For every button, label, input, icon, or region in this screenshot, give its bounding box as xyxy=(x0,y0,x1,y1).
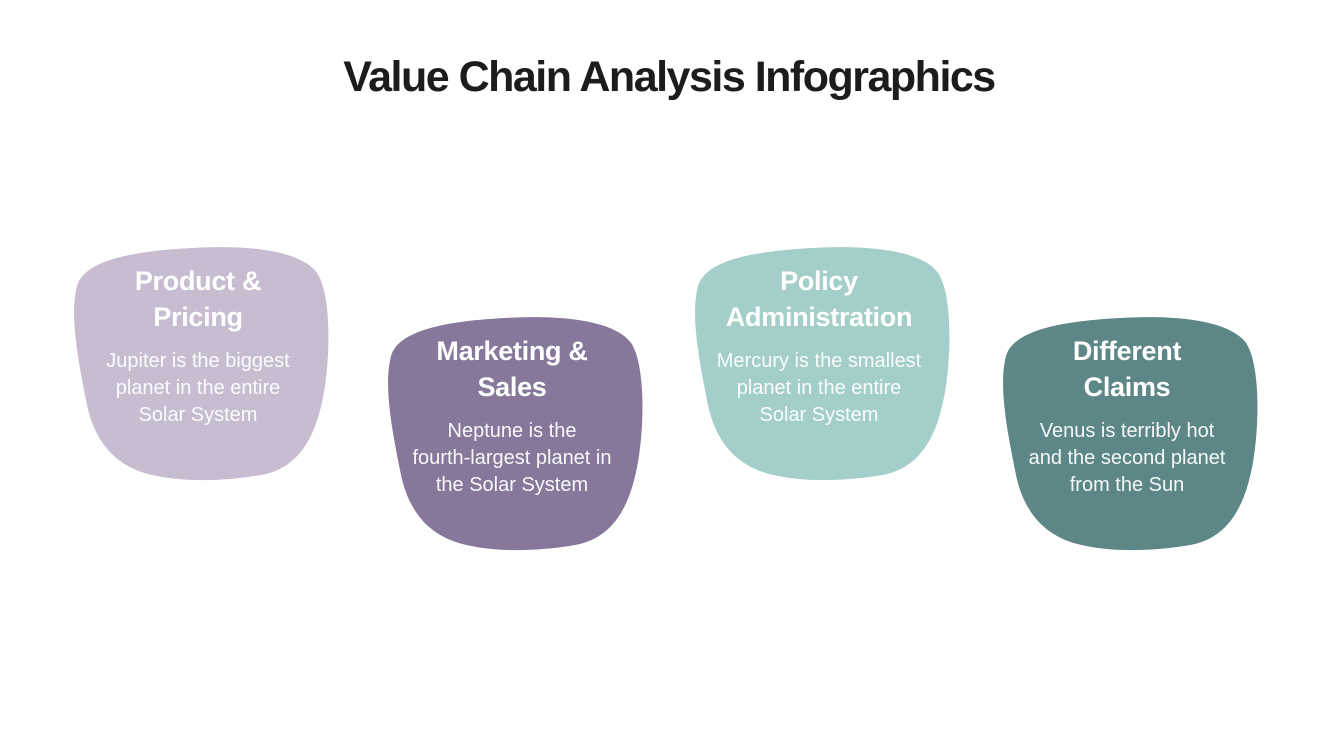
card-title-different-claims: Different Claims xyxy=(1072,336,1182,402)
card-body-policy-administration: Mercury is the smallest planet in the en… xyxy=(716,350,922,427)
card-policy-administration: Policy Administration Mercury is the sma… xyxy=(683,244,955,486)
card-title-marketing-sales: Marketing & Sales xyxy=(436,336,588,402)
card-body-marketing-sales: Neptune is the fourth-largest planet in … xyxy=(412,420,612,497)
slide-title: Value Chain Analysis Infographics xyxy=(343,53,996,101)
card-product-pricing: Product & Pricing Jupiter is the biggest… xyxy=(62,244,334,486)
card-title-product-pricing: Product & Pricing xyxy=(134,266,262,332)
card-body-product-pricing: Jupiter is the biggest planet in the ent… xyxy=(106,350,290,427)
card-marketing-sales: Marketing & Sales Neptune is the fourth-… xyxy=(376,314,648,556)
card-body-different-claims: Venus is terribly hot and the second pla… xyxy=(1028,420,1226,497)
card-different-claims: Different Claims Venus is terribly hot a… xyxy=(991,314,1263,556)
card-title-policy-administration: Policy Administration xyxy=(725,266,913,332)
